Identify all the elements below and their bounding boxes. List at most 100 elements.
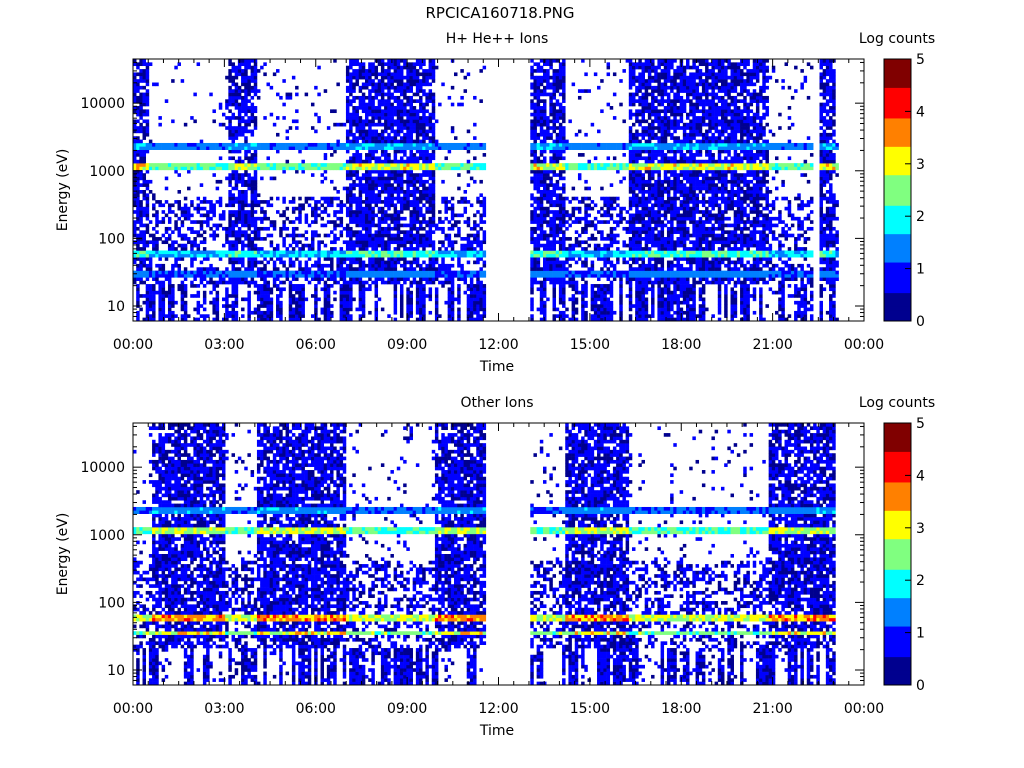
heatmap-cell bbox=[161, 294, 166, 298]
heatmap-cell bbox=[237, 166, 242, 171]
heatmap-cell bbox=[349, 290, 353, 295]
heatmap-cell bbox=[142, 75, 147, 80]
heatmap-cell bbox=[326, 317, 331, 322]
heatmap-cell bbox=[460, 277, 464, 281]
heatmap-cell bbox=[374, 85, 379, 90]
heatmap-cell bbox=[422, 277, 426, 281]
heatmap-cell bbox=[320, 263, 324, 268]
heatmap-cell bbox=[352, 297, 356, 302]
heatmap-cell bbox=[530, 253, 534, 258]
heatmap-cell bbox=[199, 163, 204, 167]
heatmap-cell bbox=[546, 247, 550, 251]
heatmap-cell bbox=[247, 233, 251, 238]
heatmap-cell bbox=[355, 250, 359, 255]
heatmap-cell bbox=[349, 277, 353, 281]
heatmap-cell bbox=[558, 284, 563, 288]
heatmap-cell bbox=[552, 273, 557, 278]
heatmap-cell bbox=[546, 169, 550, 174]
heatmap-cell bbox=[345, 69, 350, 73]
heatmap-cell bbox=[479, 273, 483, 278]
heatmap-cell bbox=[247, 183, 251, 187]
heatmap-cell bbox=[355, 62, 359, 67]
heatmap-cell bbox=[552, 270, 557, 275]
heatmap-cell bbox=[365, 159, 369, 164]
heatmap-cell bbox=[301, 159, 305, 164]
heatmap-cell bbox=[543, 112, 547, 117]
heatmap-cell bbox=[263, 290, 267, 295]
heatmap-cell bbox=[295, 109, 299, 114]
heatmap-cell bbox=[384, 149, 388, 154]
heatmap-cell bbox=[345, 317, 350, 322]
heatmap-cell bbox=[241, 102, 245, 107]
heatmap-cell bbox=[368, 62, 372, 67]
heatmap-cell bbox=[473, 317, 477, 322]
heatmap-cell bbox=[384, 146, 388, 150]
heatmap-cell bbox=[530, 304, 534, 308]
heatmap-cell bbox=[377, 92, 382, 97]
heatmap-cell bbox=[482, 220, 487, 224]
heatmap-cell bbox=[339, 290, 344, 295]
heatmap-cell bbox=[428, 92, 433, 97]
heatmap-cell bbox=[466, 183, 471, 187]
heatmap-cell bbox=[469, 314, 474, 318]
heatmap-cell bbox=[167, 304, 172, 308]
heatmap-cell bbox=[479, 267, 483, 271]
heatmap-cell bbox=[473, 237, 477, 241]
heatmap-cell bbox=[298, 240, 302, 245]
heatmap-cell bbox=[228, 69, 232, 73]
heatmap-cell bbox=[438, 250, 442, 255]
heatmap-cell bbox=[450, 240, 455, 245]
heatmap-cell bbox=[409, 267, 413, 271]
heatmap-cell bbox=[374, 260, 379, 265]
heatmap-cell bbox=[152, 253, 156, 258]
heatmap-cell bbox=[457, 163, 461, 167]
heatmap-cell bbox=[276, 257, 280, 261]
heatmap-cell bbox=[361, 139, 366, 144]
heatmap-cell bbox=[374, 159, 379, 164]
heatmap-cell bbox=[365, 240, 369, 245]
heatmap-cell bbox=[539, 290, 544, 295]
heatmap-cell bbox=[533, 186, 537, 191]
heatmap-cell bbox=[349, 267, 353, 271]
heatmap-cell bbox=[539, 237, 544, 241]
heatmap-cell bbox=[164, 99, 169, 103]
heatmap-cell bbox=[345, 193, 350, 198]
heatmap-cell bbox=[539, 190, 544, 194]
heatmap-cell bbox=[295, 297, 299, 302]
heatmap-cell bbox=[536, 132, 541, 137]
heatmap-cell bbox=[295, 126, 299, 130]
heatmap-cell bbox=[387, 277, 391, 281]
heatmap-cell bbox=[558, 206, 563, 211]
heatmap-cell bbox=[558, 193, 563, 198]
heatmap-cell bbox=[145, 95, 150, 100]
heatmap-cell bbox=[231, 149, 236, 154]
heatmap-cell bbox=[434, 273, 439, 278]
heatmap-cell bbox=[352, 59, 356, 63]
heatmap-cell bbox=[409, 102, 413, 107]
heatmap-cell bbox=[250, 163, 255, 167]
heatmap-cell bbox=[145, 213, 150, 218]
heatmap-cell bbox=[269, 176, 274, 181]
heatmap-cell bbox=[317, 277, 321, 281]
heatmap-cell bbox=[247, 149, 251, 154]
heatmap-cell bbox=[301, 166, 305, 171]
heatmap-cell bbox=[536, 267, 541, 271]
heatmap-cell bbox=[558, 146, 563, 150]
heatmap-cell bbox=[291, 247, 296, 251]
heatmap-cell bbox=[231, 280, 236, 285]
heatmap-cell bbox=[291, 163, 296, 167]
heatmap-cell bbox=[136, 277, 140, 281]
heatmap-cell bbox=[269, 297, 274, 302]
heatmap-cell bbox=[336, 139, 340, 144]
heatmap-cell bbox=[279, 250, 283, 255]
heatmap-cell bbox=[396, 75, 401, 80]
heatmap-cell bbox=[365, 72, 369, 77]
heatmap-cell bbox=[352, 240, 356, 245]
heatmap-cell bbox=[349, 112, 353, 117]
heatmap-cell bbox=[358, 253, 363, 258]
heatmap-cell bbox=[377, 257, 382, 261]
heatmap-cell bbox=[221, 163, 226, 167]
heatmap-cell bbox=[196, 230, 201, 234]
heatmap-cell bbox=[253, 193, 258, 198]
heatmap-cell bbox=[476, 230, 480, 234]
